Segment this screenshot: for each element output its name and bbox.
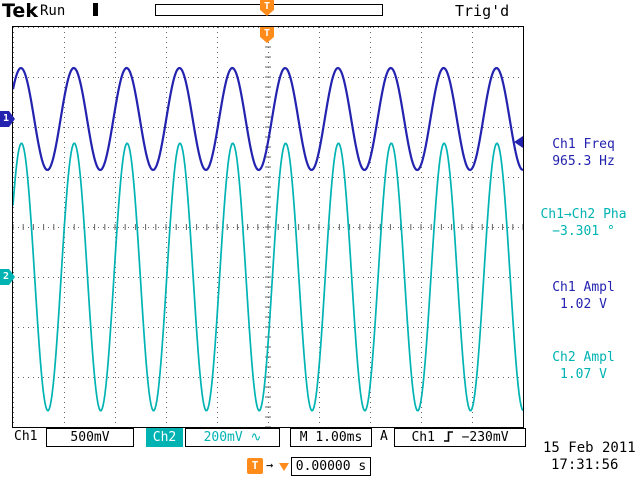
down-triangle-icon [279, 463, 289, 471]
ac-coupling-icon: ∿ [250, 430, 262, 445]
ch2-position-marker: 2 [0, 269, 15, 285]
measurement-label: Ch1→Ch2 Pha [540, 207, 627, 222]
trigger-level-arrow-icon [514, 136, 523, 148]
right-arrow-icon: → [266, 458, 274, 472]
vertical-bar-icon [93, 3, 98, 16]
trigger-time-marker-icon: T [260, 27, 274, 43]
trigger-status: Trig'd [455, 2, 510, 20]
measurement-label: Ch1 Ampl [552, 280, 615, 295]
measurement-label: Ch2 Ampl [552, 350, 615, 365]
measurement-value: 1.02 V [560, 297, 607, 312]
ch2-scale-readout: 200mV ∿ [185, 428, 280, 447]
timebase-readout: M 1.00ms [290, 428, 372, 447]
trigger-position-value: 0.00000 s [291, 457, 371, 476]
trigger-level-value: −230mV [461, 430, 509, 445]
measurement-ch1-ch2-phase: Ch1→Ch2 Pha −3.301 ° [527, 206, 640, 240]
measurement-ch2-ampl: Ch2 Ampl 1.07 V [527, 349, 640, 383]
trigger-position-bar-icon: T [260, 0, 274, 16]
ch1-scale-readout: 500mV [46, 428, 134, 447]
trigger-type-label: A [380, 429, 388, 444]
ch2-label: Ch2 [146, 428, 183, 447]
measurement-value: 1.07 V [560, 367, 607, 382]
measurement-value: −3.301 ° [552, 224, 615, 239]
waveform-plot [11, 26, 524, 428]
measurement-value: 965.3 Hz [552, 154, 615, 169]
trigger-position-icon: T [247, 458, 263, 474]
measurement-label: Ch1 Freq [552, 137, 615, 152]
measurement-ch1-ampl: Ch1 Ampl 1.02 V [527, 279, 640, 313]
time: 17:31:56 [551, 457, 619, 473]
trigger-source: Ch1 [411, 430, 435, 445]
ch1-label: Ch1 [14, 429, 38, 444]
trigger-readout: Ch1 −230mV [394, 428, 526, 447]
acquisition-state: Run [40, 3, 66, 19]
rising-edge-icon [443, 431, 453, 442]
ch2-scale-value: 200mV [203, 430, 243, 445]
ch1-position-marker: 1 [0, 111, 15, 127]
measurement-ch1-freq: Ch1 Freq 965.3 Hz [527, 136, 640, 170]
date: 15 Feb 2011 [543, 440, 636, 456]
tek-logo: Tek [2, 0, 38, 22]
graticule [11, 26, 524, 428]
